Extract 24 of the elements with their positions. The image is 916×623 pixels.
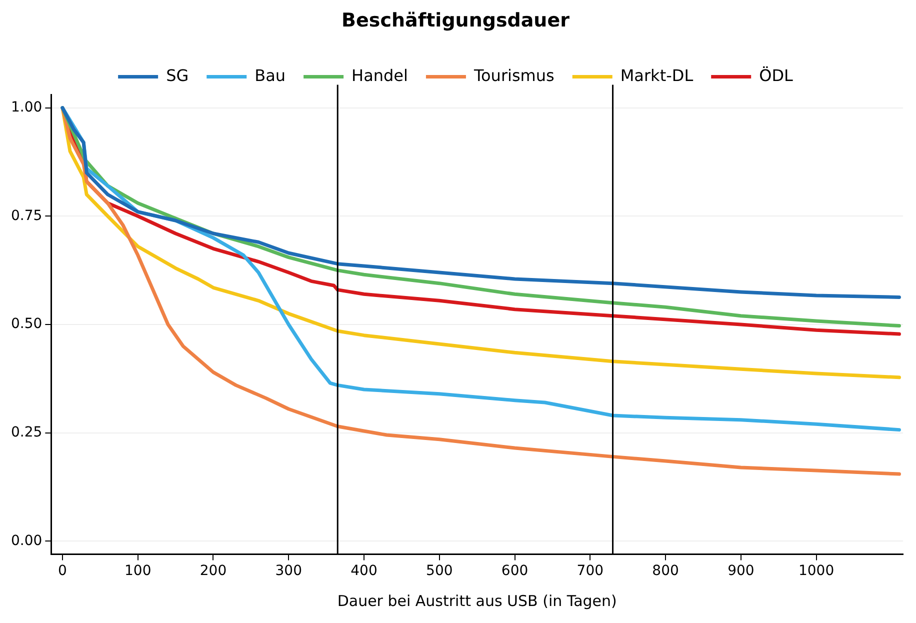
y-tick-label: 0.25 [11, 424, 42, 440]
legend-label: SG [166, 66, 189, 85]
x-tick-label: 200 [200, 563, 227, 580]
x-tick-label: 1000 [798, 563, 834, 580]
y-tick-label: 0.50 [11, 316, 42, 332]
y-tick-label: 0.75 [11, 208, 42, 224]
x-tick-label: 900 [728, 563, 754, 580]
x-tick-label: 600 [501, 563, 528, 580]
y-tick-label: 1.00 [11, 99, 42, 116]
x-tick-label: 500 [426, 563, 453, 580]
x-tick-label: 400 [350, 563, 378, 580]
chart-title: Beschäftigungsdauer [342, 9, 570, 32]
x-tick-label: 300 [275, 563, 302, 580]
x-tick-label: 0 [58, 563, 67, 580]
x-tick-label: 700 [576, 563, 604, 580]
x-axis-title: Dauer bei Austritt aus USB (in Tagen) [337, 592, 617, 610]
legend-label: Bau [254, 66, 286, 85]
legend-label: Handel [352, 66, 408, 85]
legend-label: Tourismus [472, 66, 554, 85]
x-tick-label: 800 [652, 563, 679, 580]
legend-label: ÖDL [759, 66, 794, 85]
y-tick-label: 0.00 [11, 532, 42, 549]
x-tick-label: 100 [124, 563, 152, 580]
legend-label: Markt-DL [620, 66, 694, 85]
